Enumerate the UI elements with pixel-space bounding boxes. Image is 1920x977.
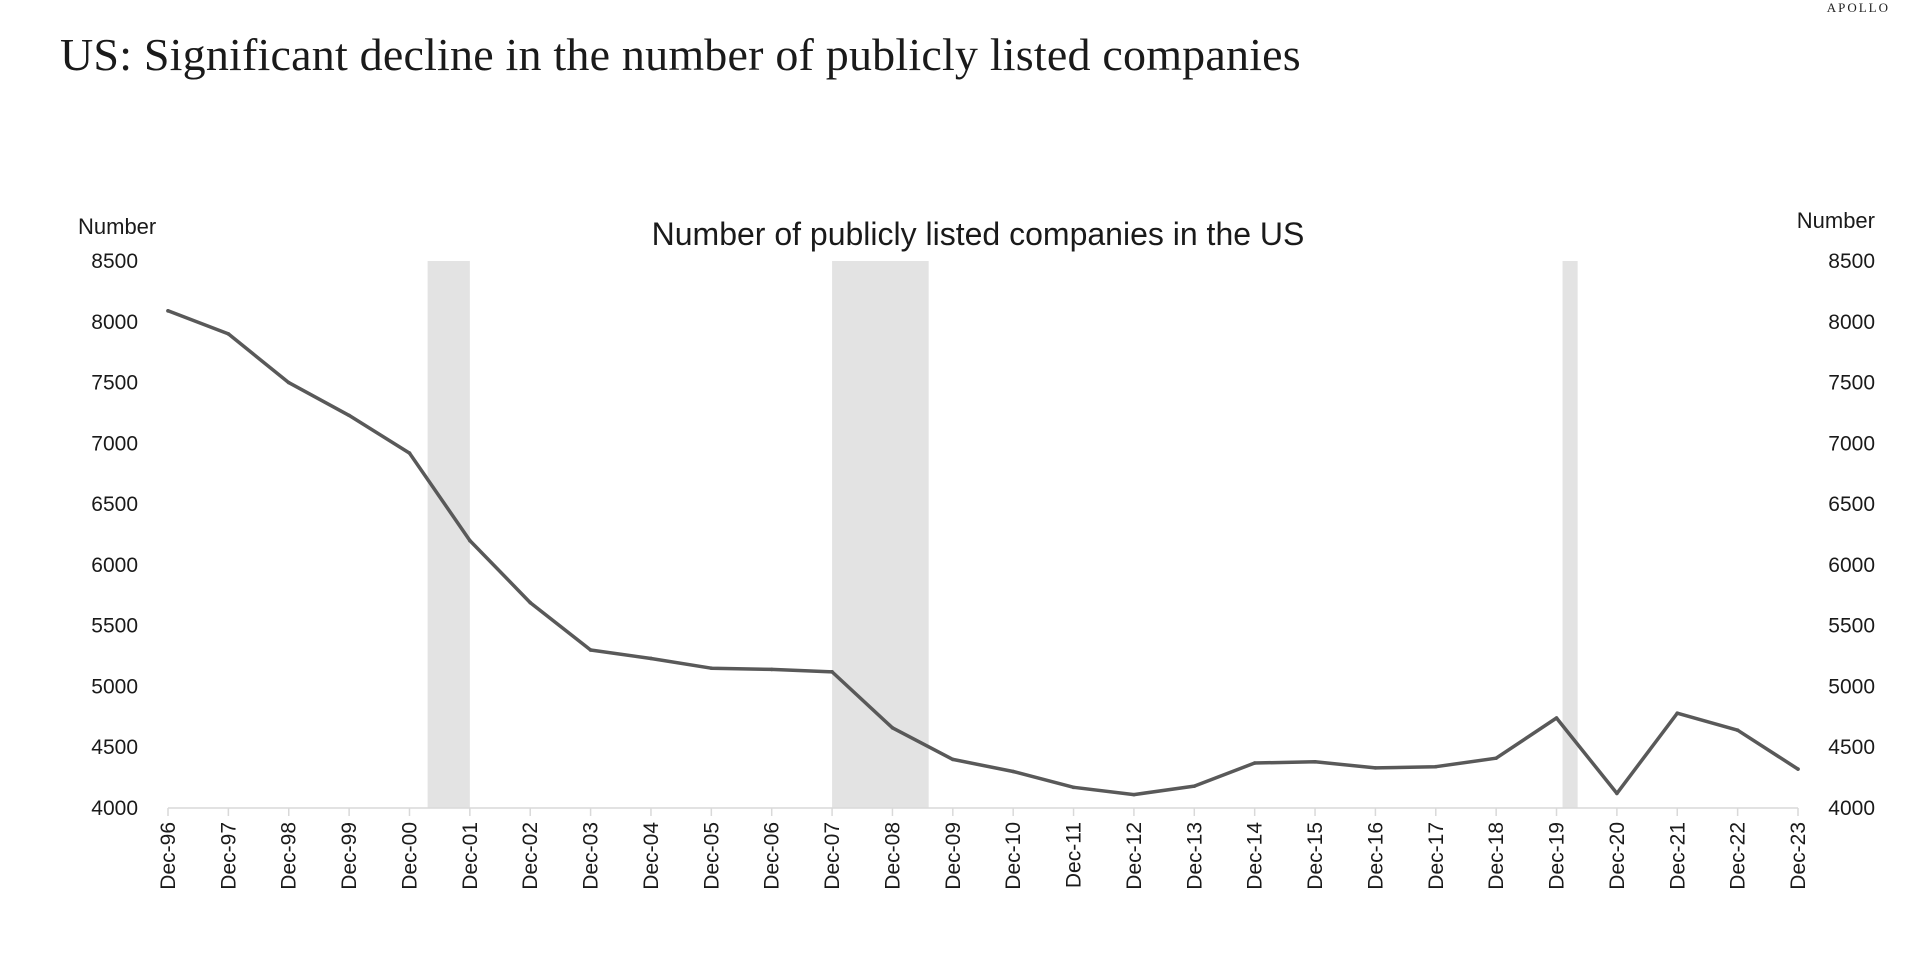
x-tick-label: Dec-01 <box>459 822 482 890</box>
x-tick-label: Dec-12 <box>1123 822 1146 890</box>
recession-band-1 <box>427 261 470 808</box>
y-tick-right: 8000 <box>1828 311 1875 334</box>
x-tick-label: Dec-98 <box>278 822 301 890</box>
y-tick-right: 5000 <box>1828 675 1875 698</box>
data-point-Dec-17 <box>1433 764 1438 769</box>
data-point-Dec-11 <box>1071 785 1076 790</box>
data-point-Dec-20 <box>1615 791 1619 796</box>
y-tick-right: 8500 <box>1828 250 1875 273</box>
x-tick-label: Dec-96 <box>157 822 180 890</box>
x-tick-label: Dec-04 <box>640 822 663 890</box>
y-tick-left: 7500 <box>91 372 138 395</box>
data-point-Dec-02 <box>528 600 533 605</box>
y-tick-left: 5500 <box>91 615 138 638</box>
x-tick-label: Dec-02 <box>519 822 542 890</box>
left-axis-label: Number <box>78 214 156 239</box>
y-tick-right: 7000 <box>1828 432 1875 455</box>
x-tick-label: Dec-18 <box>1485 822 1508 890</box>
y-tick-left: 5000 <box>91 675 138 698</box>
data-point-Dec-18 <box>1494 756 1498 760</box>
y-tick-left: 8000 <box>91 311 138 334</box>
x-tick-label: Dec-19 <box>1546 822 1569 890</box>
brand-logo: APOLLO <box>1826 0 1890 15</box>
recession-shading <box>427 261 1578 808</box>
data-point-Dec-98 <box>286 380 291 385</box>
x-tick-label: Dec-13 <box>1183 822 1206 890</box>
x-tick-label: Dec-07 <box>821 822 844 890</box>
x-tick-label: Dec-10 <box>1002 822 1025 890</box>
y-tick-left: 4000 <box>91 797 138 820</box>
data-point-Dec-97 <box>226 332 231 336</box>
y-tick-left: 6000 <box>91 554 138 577</box>
x-tick-label: Dec-23 <box>1787 822 1810 890</box>
y-tick-right: 5500 <box>1828 615 1875 638</box>
data-point-Dec-03 <box>588 648 593 652</box>
right-axis-label: Number <box>1797 208 1875 233</box>
recession-band-3 <box>1562 261 1578 808</box>
page-headline: US: Significant decline in the number of… <box>60 29 1301 80</box>
data-point-Dec-22 <box>1735 728 1740 733</box>
chart-labels: Number of publicly listed companies in t… <box>78 208 1875 252</box>
x-tick-label: Dec-09 <box>942 822 965 890</box>
x-tick-label: Dec-08 <box>881 822 904 890</box>
y-tick-right: 4000 <box>1828 797 1875 820</box>
chart-title: Number of publicly listed companies in t… <box>652 216 1305 252</box>
x-tick-label: Dec-03 <box>580 822 603 890</box>
y-tick-left: 8500 <box>91 250 138 273</box>
data-point-Dec-06 <box>769 667 774 672</box>
data-point-Dec-16 <box>1373 766 1378 770</box>
x-tick-label: Dec-22 <box>1727 822 1750 890</box>
data-point-Dec-09 <box>951 757 955 762</box>
x-tick-label: Dec-99 <box>338 822 361 890</box>
chart-axes: 8500 8500 8000 8000 7500 7500 7000 7000 6500 6500… <box>91 250 1875 890</box>
x-tick-label: Dec-21 <box>1666 822 1689 890</box>
x-tick-label: Dec-14 <box>1244 822 1267 890</box>
x-tick-label: Dec-05 <box>700 822 723 890</box>
data-point-Dec-14 <box>1252 761 1257 765</box>
data-point-Dec-12 <box>1132 792 1136 797</box>
data-point-Dec-13 <box>1192 784 1197 788</box>
data-point-Dec-23 <box>1796 767 1800 771</box>
data-point-Dec-04 <box>649 656 653 661</box>
y-tick-right: 7500 <box>1828 372 1875 395</box>
y-tick-left: 7000 <box>91 432 138 455</box>
data-point-Dec-10 <box>1011 769 1015 774</box>
data-point-Dec-08 <box>890 725 895 730</box>
x-tick-label: Dec-06 <box>761 822 784 890</box>
x-tick-label: Dec-20 <box>1606 822 1629 890</box>
data-point-Dec-96 <box>166 309 170 313</box>
x-tick-label: Dec-15 <box>1304 822 1327 890</box>
data-point-Dec-00 <box>407 451 412 455</box>
y-tick-right: 6500 <box>1828 493 1875 516</box>
data-point-Dec-15 <box>1313 760 1317 764</box>
data-point-Dec-99 <box>347 413 351 418</box>
x-tick-label: Dec-17 <box>1425 822 1448 890</box>
x-tick-label: Dec-97 <box>217 822 240 890</box>
data-point-Dec-19 <box>1554 716 1559 720</box>
series-line-1 <box>166 309 1800 797</box>
x-tick-label: Dec-00 <box>398 822 421 890</box>
recession-band-2 <box>832 261 929 808</box>
y-tick-right: 4500 <box>1828 736 1875 759</box>
data-point-Dec-01 <box>468 538 472 543</box>
y-tick-left: 4500 <box>91 736 138 759</box>
data-point-Dec-05 <box>709 666 714 671</box>
y-tick-left: 6500 <box>91 493 138 516</box>
x-tick-label: Dec-16 <box>1364 822 1387 890</box>
y-tick-right: 6000 <box>1828 554 1875 577</box>
series-layer <box>166 309 1800 797</box>
data-point-Dec-21 <box>1675 711 1680 715</box>
x-tick-label: Dec-11 <box>1063 822 1086 888</box>
data-point-Dec-07 <box>830 670 834 674</box>
